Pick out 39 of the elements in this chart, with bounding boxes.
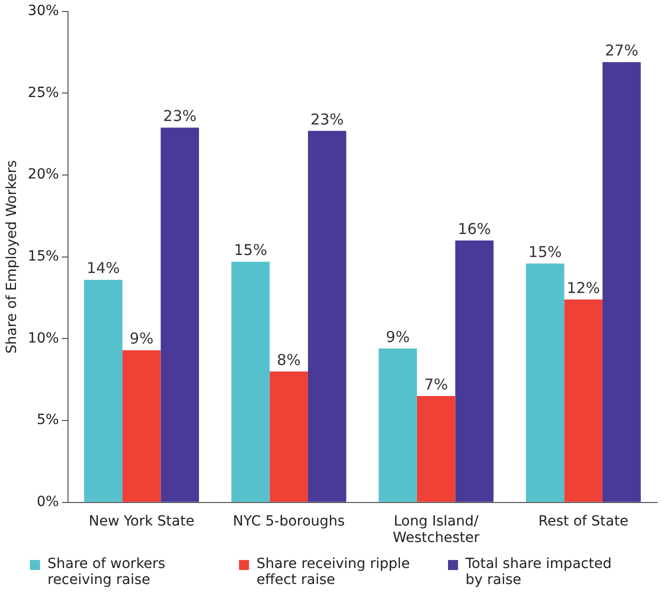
data-label: 16%	[458, 220, 492, 238]
x-tick-label: Long Island/ Westchester	[392, 513, 480, 546]
y-tick-label: 0%	[36, 494, 59, 510]
bar	[160, 128, 199, 502]
bar	[416, 396, 456, 502]
y-tick-label: 15%	[28, 248, 59, 265]
legend-label: Share of workers receiving raise	[48, 556, 166, 588]
data-label: 7%	[424, 375, 448, 394]
y-axis-title: Share of Employed Workers	[4, 160, 20, 354]
data-label: 23%	[310, 110, 344, 128]
bar	[602, 62, 641, 502]
data-label: 15%	[528, 242, 562, 261]
x-tick-label: NYC 5-boroughs	[232, 513, 345, 530]
data-label: 9%	[130, 330, 154, 348]
legend-label: Share receiving ripple effect raise	[256, 556, 411, 588]
bar	[122, 350, 161, 502]
bar	[526, 263, 564, 502]
data-label: 8%	[276, 350, 301, 369]
y-tick-label: 10%	[28, 330, 59, 346]
bar	[270, 371, 308, 502]
legend-label: Total share impacted by raise	[466, 556, 613, 588]
data-label: 27%	[604, 42, 638, 60]
data-label: 15%	[234, 241, 268, 260]
y-tick-label: 20%	[28, 166, 59, 183]
data-label: 9%	[386, 328, 410, 346]
x-tick-label: New York State	[88, 513, 194, 530]
y-tick-label: 5%	[36, 412, 59, 428]
bar	[564, 299, 603, 502]
bar	[455, 240, 494, 502]
data-label: 14%	[86, 259, 120, 278]
data-label: 12%	[566, 278, 600, 297]
bar	[84, 280, 122, 502]
bar	[231, 262, 270, 502]
data-label: 23%	[163, 106, 197, 125]
x-tick-label: Rest of State	[538, 513, 628, 530]
y-tick-label: 30%	[28, 3, 59, 20]
y-tick-label: 25%	[28, 84, 59, 101]
bar	[308, 130, 346, 502]
bar	[378, 348, 417, 502]
